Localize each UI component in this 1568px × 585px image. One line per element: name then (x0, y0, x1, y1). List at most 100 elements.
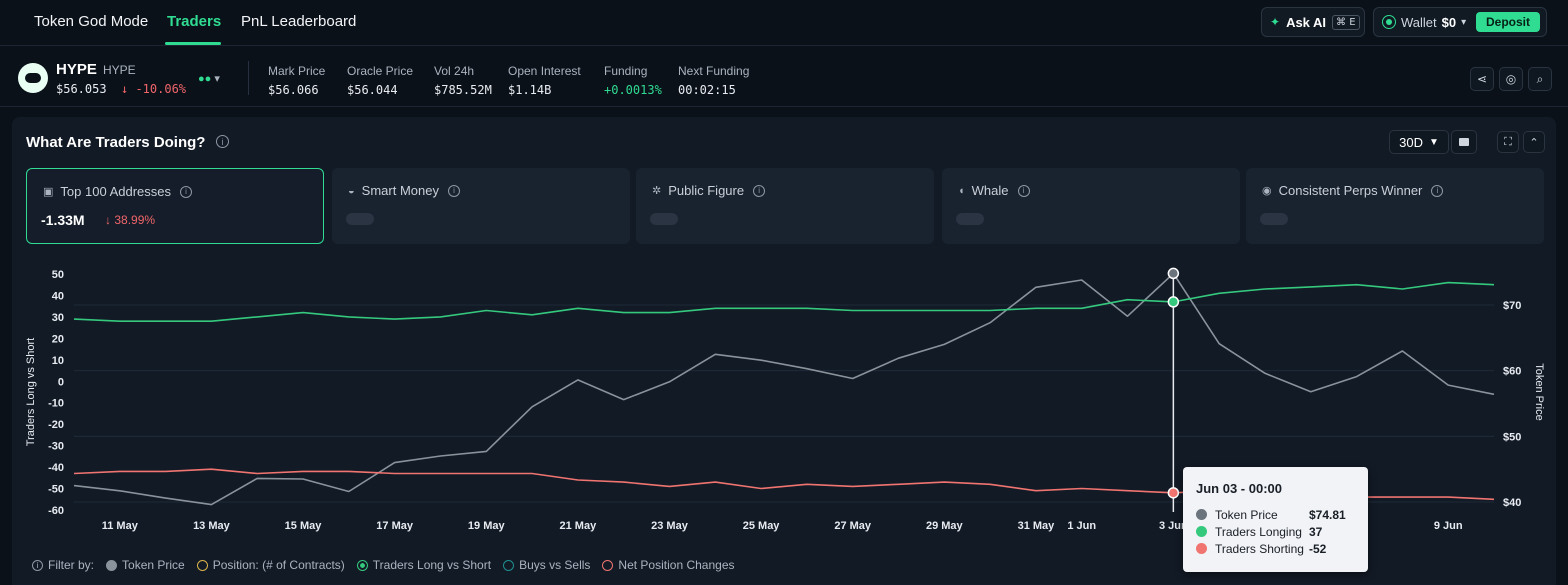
deposit-button[interactable]: Deposit (1475, 12, 1540, 32)
stat-value: +0.0013% (604, 83, 662, 97)
x-tick-label: 23 May (651, 520, 689, 532)
chevron-down-icon: ▾ (1461, 16, 1467, 28)
left-tick-label: -60 (48, 505, 64, 517)
left-tick-label: 50 (52, 269, 64, 281)
loading-skeleton (346, 213, 374, 225)
range-select[interactable]: 30D ▼ (1389, 130, 1449, 154)
collapse-button[interactable]: ⌃ (1523, 131, 1545, 153)
filter-item-label: Net Position Changes (618, 558, 735, 572)
legend-dot (1196, 509, 1207, 520)
left-y-ticks: 50 40 30 20 10 0 -10 -20 -30 -40 -50 -60 (48, 269, 64, 517)
stat-label: Mark Price (268, 64, 326, 78)
tooltip-value: 37 (1309, 524, 1323, 539)
divider (248, 61, 249, 95)
card-value: -1.33M (41, 212, 85, 228)
fullscreen-button[interactable]: ⛶ (1497, 131, 1519, 153)
card-label-row: ◖ Whale i (958, 183, 1030, 198)
tab-token-god-mode[interactable]: Token God Mode (34, 13, 149, 30)
info-icon[interactable]: i (753, 184, 766, 197)
info-icon[interactable]: i (1017, 184, 1030, 197)
hover-marker-traders-shorting (1167, 487, 1180, 499)
wallet-label: Wallet (1401, 14, 1437, 30)
x-tick-label: 1 Jun (1067, 520, 1096, 532)
wallet-button[interactable]: Wallet $0 ▾ Deposit (1373, 7, 1547, 37)
filter-label: Filter by: (48, 558, 95, 572)
id-card-icon: ▣ (43, 186, 54, 198)
stat-oracle-price: Oracle Price $56.044 (347, 64, 413, 97)
ask-ai-button[interactable]: ✦ Ask AI ⌘ E (1261, 7, 1365, 37)
token-selector[interactable]: ●● ▾ (198, 73, 220, 85)
card-whale[interactable]: ◖ Whale i (942, 168, 1240, 244)
x-tick-label: 9 Jun (1434, 520, 1463, 532)
x-tick-label: 11 May (102, 520, 139, 532)
tooltip-value: -52 (1309, 541, 1327, 556)
stat-open-interest: Open Interest $1.14B (508, 64, 581, 97)
right-tick-label: $70 (1503, 300, 1521, 312)
card-change: ↓ 38.99% (105, 213, 156, 227)
tooltip-label: Traders Longing (1215, 524, 1302, 539)
stat-vol-24h: Vol 24h $785.52M (434, 64, 492, 97)
calendar-icon (1459, 138, 1469, 146)
x-tick-label: 25 May (743, 520, 781, 532)
left-tick-label: 30 (52, 312, 64, 324)
right-tick-label: $40 (1503, 497, 1521, 509)
stat-label: Funding (604, 64, 648, 78)
filter-position-contracts[interactable]: Position: (# of Contracts) (196, 558, 345, 572)
share-button[interactable]: ⋖ (1470, 67, 1494, 91)
globe-button[interactable]: ◎ (1499, 67, 1523, 91)
stat-label: Oracle Price (347, 64, 414, 78)
filter-item-label: Position: (# of Contracts) (212, 558, 345, 572)
radio-selected-icon (356, 559, 368, 571)
token-bar: HYPE HYPE $56.053 ↓ -10.06% ●● ▾ Mark Pr… (0, 47, 1568, 107)
search-icon: ⌕ (1536, 71, 1544, 86)
left-tick-label: 20 (52, 333, 64, 345)
ask-ai-label: Ask AI (1286, 14, 1327, 30)
info-icon[interactable]: i (216, 135, 229, 148)
filter-buys-vs-sells[interactable]: Buys vs Sells (503, 558, 590, 572)
caret-down-icon: ▼ (1428, 136, 1439, 148)
left-tick-label: -20 (48, 419, 64, 431)
tab-pnl-leaderboard[interactable]: PnL Leaderboard (241, 13, 357, 30)
stat-label: Open Interest (508, 64, 581, 78)
card-label-row: ✲ Public Figure i (652, 183, 766, 198)
loading-skeleton (1260, 213, 1288, 225)
token-price: $56.053 (56, 82, 107, 96)
tooltip-title: Jun 03 - 00:00 (1196, 481, 1282, 496)
left-tick-label: 40 (52, 290, 64, 302)
search-button[interactable]: ⌕ (1528, 67, 1552, 91)
x-tick-label: 29 May (926, 520, 964, 532)
globe-icon: ◎ (1505, 72, 1517, 86)
stat-value: 00:02:15 (678, 83, 736, 97)
card-smart-money[interactable]: ◒ Smart Money i (332, 168, 630, 244)
token-logo (18, 63, 48, 93)
left-axis-label: Traders Long vs Short (25, 338, 37, 446)
sparkle-icon: ✦ (1270, 15, 1281, 29)
x-tick-label: 15 May (285, 520, 323, 532)
card-top-100-addresses[interactable]: ▣ Top 100 Addresses i -1.33M ↓ 38.99% (26, 168, 324, 244)
radio-icon (602, 559, 614, 571)
top-nav: Token God Mode Traders PnL Leaderboard ✦… (0, 0, 1568, 46)
info-icon[interactable]: i (1431, 184, 1444, 197)
x-tick-label: 3 Jun (1159, 520, 1188, 532)
whale-icon: ◖ (958, 184, 965, 197)
info-icon[interactable]: i (447, 184, 460, 197)
x-ticks: 11 May 13 May 15 May 17 May 19 May 21 May 23 M… (102, 520, 1463, 532)
token-symbol: HYPE (103, 63, 136, 77)
trader-type-cards: ▣ Top 100 Addresses i -1.33M ↓ 38.99% ◒ … (26, 168, 1544, 244)
filter-traders-long-vs-short[interactable]: Traders Long vs Short (356, 558, 491, 572)
card-label: Public Figure (668, 183, 745, 198)
card-public-figure[interactable]: ✲ Public Figure i (636, 168, 934, 244)
tab-traders[interactable]: Traders (167, 13, 222, 30)
info-icon[interactable]: i (179, 185, 192, 198)
tooltip-value: $74.81 (1309, 507, 1346, 522)
filter-token-price[interactable]: Token Price (106, 558, 185, 572)
stat-value: $785.52M (434, 83, 492, 97)
legend-dot (1196, 543, 1207, 554)
left-tick-label: -50 (48, 484, 64, 496)
radio-icon (196, 559, 208, 571)
calendar-button[interactable] (1451, 130, 1477, 154)
card-consistent-perps-winner[interactable]: ◉ Consistent Perps Winner i (1246, 168, 1544, 244)
filter-net-position-changes[interactable]: Net Position Changes (602, 558, 735, 572)
active-tab-indicator (165, 42, 221, 45)
card-label: Consistent Perps Winner (1278, 183, 1423, 198)
